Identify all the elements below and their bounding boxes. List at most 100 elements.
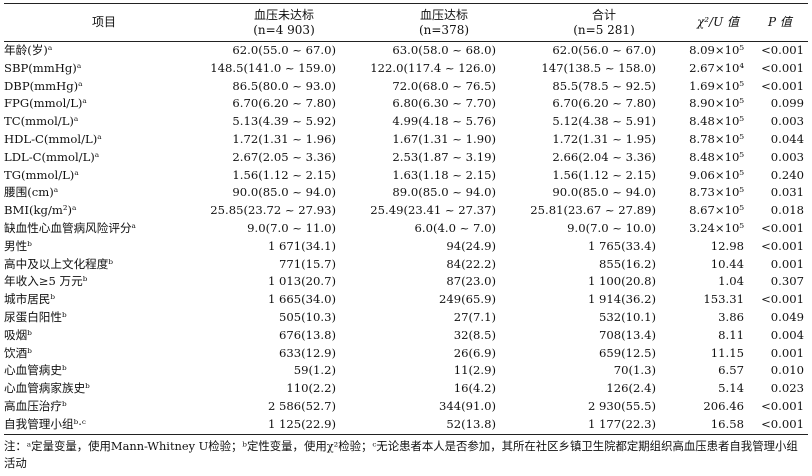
header-group-not-controlled-n: (n=4 903) bbox=[253, 22, 315, 37]
cell-controlled: 72.0(68.0 ~ 76.5) bbox=[392, 78, 496, 93]
cell-not-controlled: 1 671(34.1) bbox=[267, 238, 336, 253]
cell-item: 尿蛋白阳性ᵇ bbox=[4, 309, 67, 324]
cell-not-controlled: 6.70(6.20 ~ 7.80) bbox=[232, 96, 336, 111]
cell-chi-u: 8.48×10⁵ bbox=[689, 114, 744, 129]
table-row: 高血压治疗ᵇ 2 586(52.7) 344(91.0) 2 930(55.5) 206… bbox=[4, 398, 808, 416]
table-row: 年龄(岁)ᵃ 62.0(55.0 ~ 67.0) 63.0(58.0 ~ 68.0)… bbox=[4, 42, 808, 60]
cell-p: 0.023 bbox=[770, 381, 804, 396]
table-row: 吸烟ᵇ 676(13.8) 32(8.5) 708(13.4) 8.11 0.004 bbox=[4, 327, 808, 345]
table-row: 腰围(cm)ᵃ 90.0(85.0 ~ 94.0) 89.0(85.0 ~ 94.0… bbox=[4, 184, 808, 202]
cell-item: TG(mmol/L)ᵃ bbox=[4, 167, 79, 182]
cell-item: 心血管病家族史ᵇ bbox=[4, 381, 90, 396]
table-row: 尿蛋白阳性ᵇ 505(10.3) 27(7.1) 532(10.1) 3.86 0.049 bbox=[4, 309, 808, 327]
cell-p: 0.031 bbox=[770, 185, 804, 200]
table-row: TC(mmol/L)ᵃ 5.13(4.39 ~ 5.92) 4.99(4.18 ~ … bbox=[4, 113, 808, 131]
cell-not-controlled: 86.5(80.0 ~ 93.0) bbox=[232, 78, 336, 93]
cell-total: 532(10.1) bbox=[599, 309, 656, 324]
cell-total: 659(12.5) bbox=[599, 345, 656, 360]
cell-p: <0.001 bbox=[761, 238, 804, 253]
cell-chi-u: 3.24×10⁵ bbox=[689, 220, 744, 235]
cell-p: 0.004 bbox=[770, 327, 804, 342]
cell-p: 0.001 bbox=[770, 256, 804, 271]
cell-total: 85.5(78.5 ~ 92.5) bbox=[552, 78, 656, 93]
table-row: 缺血性心血管病风险评分ᵃ 9.0(7.0 ~ 11.0) 6.0(4.0 ~ 7.0… bbox=[4, 220, 808, 238]
cell-total: 147(138.5 ~ 158.0) bbox=[541, 60, 656, 75]
cell-item: FPG(mmol/L)ᵃ bbox=[4, 96, 87, 111]
cell-not-controlled: 1 665(34.0) bbox=[267, 292, 336, 307]
cell-total: 855(16.2) bbox=[599, 256, 656, 271]
cell-total: 1 914(36.2) bbox=[587, 292, 656, 307]
cell-controlled: 2.53(1.87 ~ 3.19) bbox=[392, 149, 496, 164]
table-row: 心血管病史ᵇ 59(1.2) 11(2.9) 70(1.3) 6.57 0.010 bbox=[4, 362, 808, 380]
table-row: 饮酒ᵇ 633(12.9) 26(6.9) 659(12.5) 11.15 0.001 bbox=[4, 345, 808, 363]
header-group-not-controlled-title: 血压未达标 bbox=[253, 7, 314, 22]
cell-p: 0.010 bbox=[770, 363, 804, 378]
cell-chi-u: 11.15 bbox=[710, 345, 744, 360]
cell-not-controlled: 2.67(2.05 ~ 3.36) bbox=[232, 149, 336, 164]
cell-p: 0.044 bbox=[770, 131, 804, 146]
cell-chi-u: 153.31 bbox=[703, 292, 744, 307]
cell-total: 1 100(20.8) bbox=[587, 274, 656, 289]
cell-total: 1 177(22.3) bbox=[587, 416, 656, 431]
header-group-controlled: 血压达标 (n=378) bbox=[364, 8, 524, 38]
cell-total: 126(2.4) bbox=[606, 381, 656, 396]
cell-item: BMI(kg/m²)ᵃ bbox=[4, 203, 77, 218]
cell-chi-u: 5.14 bbox=[718, 381, 744, 396]
cell-chi-u: 3.86 bbox=[718, 309, 744, 324]
cell-item: HDL-C(mmol/L)ᵃ bbox=[4, 131, 102, 146]
cell-item: 男性ᵇ bbox=[4, 238, 32, 253]
cell-total: 2 930(55.5) bbox=[587, 398, 656, 413]
cell-controlled: 63.0(58.0 ~ 68.0) bbox=[392, 43, 496, 57]
cell-item: 自我管理小组ᵇ·ᶜ bbox=[4, 416, 86, 431]
cell-controlled: 25.49(23.41 ~ 27.37) bbox=[370, 203, 496, 218]
cell-controlled: 1.67(1.31 ~ 1.90) bbox=[392, 131, 496, 146]
cell-p: <0.001 bbox=[761, 43, 804, 57]
cell-not-controlled: 62.0(55.0 ~ 67.0) bbox=[232, 43, 336, 57]
cell-controlled: 32(8.5) bbox=[453, 327, 496, 342]
cell-not-controlled: 1.56(1.12 ~ 2.15) bbox=[232, 167, 336, 182]
cell-item: 吸烟ᵇ bbox=[4, 327, 32, 342]
cell-total: 1 765(33.4) bbox=[587, 238, 656, 253]
cell-p: 0.003 bbox=[770, 114, 804, 129]
cell-p: 0.099 bbox=[770, 96, 804, 111]
cell-controlled: 16(4.2) bbox=[453, 381, 496, 396]
cell-controlled: 6.80(6.30 ~ 7.70) bbox=[392, 96, 496, 111]
cell-chi-u: 206.46 bbox=[703, 398, 744, 413]
table-row: 高中及以上文化程度ᵇ 771(15.7) 84(22.2) 855(16.2) 10.4… bbox=[4, 256, 808, 274]
cell-controlled: 27(7.1) bbox=[453, 309, 496, 324]
table-row: SBP(mmHg)ᵃ 148.5(141.0 ~ 159.0) 122.0(117.… bbox=[4, 60, 808, 78]
cell-item: 腰围(cm)ᵃ bbox=[4, 185, 59, 200]
cell-item: SBP(mmHg)ᵃ bbox=[4, 60, 82, 75]
cell-controlled: 1.63(1.18 ~ 2.15) bbox=[392, 167, 496, 182]
baseline-table: 项目 血压未达标 (n=4 903) 血压达标 (n=378) 合计 (n=5 … bbox=[4, 3, 808, 472]
cell-not-controlled: 5.13(4.39 ~ 5.92) bbox=[232, 114, 336, 129]
cell-total: 6.70(6.20 ~ 7.80) bbox=[552, 96, 656, 111]
table-body: 年龄(岁)ᵃ 62.0(55.0 ~ 67.0) 63.0(58.0 ~ 68.0)… bbox=[4, 42, 808, 434]
cell-item: DBP(mmHg)ᵃ bbox=[4, 78, 83, 93]
cell-chi-u: 8.90×10⁵ bbox=[689, 96, 744, 111]
cell-p: <0.001 bbox=[761, 398, 804, 413]
header-p: P 值 bbox=[768, 15, 792, 29]
cell-total: 90.0(85.0 ~ 94.0) bbox=[552, 185, 656, 200]
cell-not-controlled: 110(2.2) bbox=[286, 381, 336, 396]
cell-chi-u: 8.09×10⁵ bbox=[689, 43, 744, 57]
cell-item: 高中及以上文化程度ᵇ bbox=[4, 256, 113, 271]
cell-total: 9.0(7.0 ~ 10.0) bbox=[567, 220, 656, 235]
cell-p: <0.001 bbox=[761, 78, 804, 93]
table-row: 男性ᵇ 1 671(34.1) 94(24.9) 1 765(33.4) 12.98 <0… bbox=[4, 238, 808, 256]
cell-p: <0.001 bbox=[761, 292, 804, 307]
cell-p: 0.307 bbox=[770, 274, 804, 289]
cell-chi-u: 8.67×10⁵ bbox=[689, 203, 744, 218]
cell-not-controlled: 771(15.7) bbox=[279, 256, 336, 271]
cell-p: 0.003 bbox=[770, 149, 804, 164]
cell-controlled: 249(65.9) bbox=[439, 292, 496, 307]
cell-chi-u: 2.67×10⁴ bbox=[689, 60, 744, 75]
cell-total: 708(13.4) bbox=[599, 327, 656, 342]
cell-not-controlled: 59(1.2) bbox=[293, 363, 336, 378]
cell-controlled: 87(23.0) bbox=[446, 274, 496, 289]
cell-p: 0.001 bbox=[770, 345, 804, 360]
table-header-row: 项目 血压未达标 (n=4 903) 血压达标 (n=378) 合计 (n=5 … bbox=[4, 4, 808, 41]
cell-item: LDL-C(mmol/L)ᵃ bbox=[4, 149, 100, 164]
header-group-total-n: (n=5 281) bbox=[573, 22, 635, 37]
